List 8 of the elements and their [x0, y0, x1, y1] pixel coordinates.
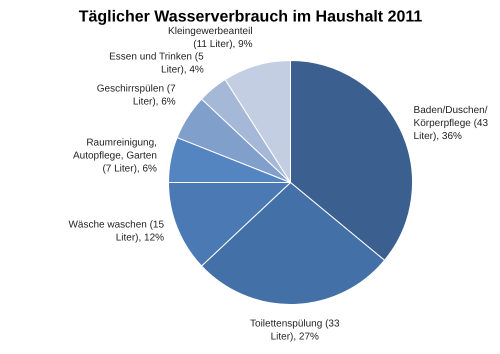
slice-label: Baden/Duschen/Körperpflege (43 Liter), 36%: [414, 105, 488, 142]
chart-title: Täglicher Wasserverbrauch im Haushalt 2011: [78, 8, 422, 26]
slice-label: Geschirrspülen (7 Liter), 6%: [96, 84, 176, 108]
slice-label: Kleingewerbeanteil (11 Liter), 9%: [168, 26, 253, 50]
slice-label: Essen und Trinken (5 Liter), 4%: [109, 52, 204, 76]
slice-label: Toilettenspülung (33 Liter), 27%: [250, 318, 340, 342]
slice-label: Raumreinigung, Autopflege, Garten (7 Liter), 6%: [72, 138, 158, 175]
slice-label: Wäsche waschen (15 Liter), 12%: [68, 220, 164, 244]
